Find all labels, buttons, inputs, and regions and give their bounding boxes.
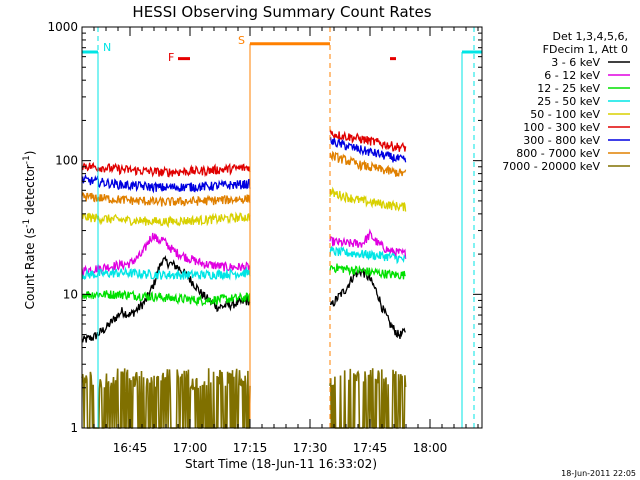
series-5-segment-2 (329, 186, 407, 212)
series-7 (81, 136, 407, 194)
y-tick-label-4: 1000 (47, 20, 78, 34)
marker-layer: N F S (81, 27, 482, 428)
plot-area (81, 129, 407, 429)
series-9 (81, 368, 407, 429)
x-tick-label-2: 17:00 (173, 441, 208, 455)
y-axis-label-main: Count Rate (s (23, 228, 37, 310)
legend-header-line-2: FDecim 1, Att 0 (543, 43, 628, 56)
series-6-segment-1 (81, 161, 251, 178)
legend-label-7: 300 - 800 keV (523, 134, 600, 147)
y-tick-label-1: 1 (70, 421, 78, 435)
legend-label-2: 6 - 12 keV (544, 69, 600, 82)
series-9-segment-1 (81, 368, 251, 429)
series-3 (81, 263, 406, 307)
timestamp: 18-Jun-2011 22:05 (561, 469, 636, 478)
chart-title: HESSI Observing Summary Count Rates (132, 3, 431, 21)
series-3-segment-2 (329, 263, 406, 280)
series-7-segment-1 (81, 173, 251, 194)
y-axis-label-sup2: -1 (22, 155, 32, 164)
series-7-segment-2 (329, 136, 407, 163)
y-tick-label-3: 100 (55, 154, 78, 168)
flare-marker-label: F (168, 51, 174, 64)
legend-label-3: 12 - 25 keV (537, 82, 600, 95)
series-3-segment-1 (81, 289, 251, 307)
series-4-segment-2 (329, 245, 406, 265)
axes: 1 10 100 1000 16:45 17:00 17:15 17:30 17:45 18:00 (47, 20, 483, 455)
series-4 (81, 245, 406, 281)
series-5-segment-1 (81, 211, 251, 229)
x-tick-label-5: 17:45 (353, 441, 388, 455)
legend-label-4: 25 - 50 keV (537, 95, 600, 108)
series-4-segment-1 (81, 266, 251, 281)
legend-header-line-1: Det 1,3,4,5,6, (552, 30, 628, 43)
plot-frame (81, 26, 483, 429)
legend-label-1: 3 - 6 keV (551, 56, 600, 69)
saa-marker-label: S (238, 34, 245, 47)
x-tick-label-1: 16:45 (113, 441, 148, 455)
series-6 (81, 129, 407, 178)
y-axis-label: Count Rate (s-1 detector-1) (22, 151, 37, 310)
legend-label-8: 800 - 7000 keV (516, 147, 600, 160)
series-9-segment-2 (329, 368, 407, 429)
x-tick-label-6: 18:00 (413, 441, 448, 455)
series-1-segment-2 (329, 267, 406, 340)
y-tick-label-2: 10 (63, 287, 78, 301)
series-8 (81, 150, 407, 207)
legend-label-5: 50 - 100 keV (530, 108, 600, 121)
y-axis-label-mid: detector (23, 164, 37, 219)
x-tick-label-3: 17:15 (233, 441, 268, 455)
series-5 (81, 186, 407, 229)
x-tick-label-4: 17:30 (293, 441, 328, 455)
legend: Det 1,3,4,5,6,FDecim 1, Att 03 - 6 keV6 … (502, 30, 630, 173)
series-1 (81, 254, 406, 343)
series-6-segment-2 (329, 129, 407, 152)
series-1-segment-1 (81, 254, 251, 343)
legend-label-9: 7000 - 20000 keV (502, 160, 600, 173)
night-marker-label: N (103, 41, 111, 54)
series-2-segment-1 (81, 232, 251, 277)
series-8-segment-2 (329, 150, 407, 177)
legend-label-6: 100 - 300 keV (523, 121, 600, 134)
x-axis-label: Start Time (18-Jun-11 16:33:02) (185, 457, 377, 471)
y-axis-label-sup1: -1 (22, 219, 32, 228)
y-axis-label-end: ) (23, 151, 37, 156)
series-8-segment-1 (81, 192, 251, 207)
